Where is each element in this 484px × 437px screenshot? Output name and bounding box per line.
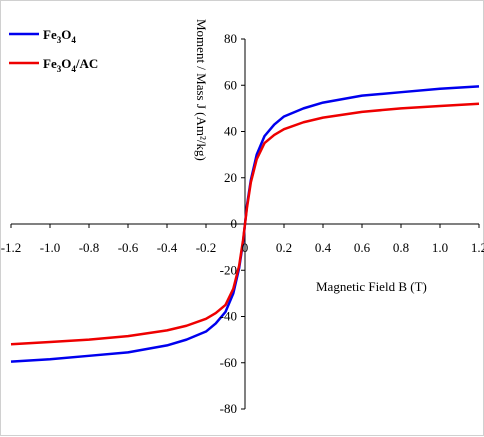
y-tick-label: 20 xyxy=(224,170,237,185)
y-tick-label: -80 xyxy=(220,401,237,416)
series-line-fe3o4-ac xyxy=(10,102,480,346)
y-tick-label: -60 xyxy=(220,355,237,370)
y-axis-label: Moment / Mass J (Am²/kg) xyxy=(194,19,209,161)
legend: Fe3O4 Fe3O4/AC xyxy=(9,27,98,74)
y-tick-label: 40 xyxy=(224,124,237,139)
x-tick-label: 0.4 xyxy=(315,240,332,255)
x-tick-label: -0.6 xyxy=(118,240,139,255)
legend-label-fe3o4: Fe3O4 xyxy=(43,27,76,45)
y-tick-label: 80 xyxy=(224,31,237,46)
tick-labels: -1.2 -1.0 -0.8 -0.6 -0.4 -0.2 0 0.2 0.4 0.6 0.8 1.0… xyxy=(1,31,484,416)
y-tick-label: -20 xyxy=(220,262,237,277)
x-tick-label: 1.0 xyxy=(432,240,448,255)
x-tick-label: 0 xyxy=(242,240,249,255)
x-tick-label: 0.8 xyxy=(393,240,409,255)
y-tick-label: 60 xyxy=(224,77,237,92)
x-tick-label: -1.0 xyxy=(40,240,61,255)
legend-entry-fe3o4: Fe3O4 xyxy=(9,27,76,45)
legend-label-fe3o4-ac: Fe3O4/AC xyxy=(43,56,98,74)
series-layer xyxy=(10,85,480,363)
x-tick-label: -1.2 xyxy=(1,240,21,255)
y-tick-label: -40 xyxy=(220,309,237,324)
x-axis-label: Magnetic Field B (T) xyxy=(316,279,427,294)
x-tick-label: -0.8 xyxy=(79,240,100,255)
x-tick-label: -0.2 xyxy=(196,240,217,255)
x-tick-label: 0.2 xyxy=(276,240,292,255)
legend-entry-fe3o4-ac: Fe3O4/AC xyxy=(9,56,98,74)
x-tick-label: 1.2 xyxy=(471,240,484,255)
y-tick-label: 0 xyxy=(231,216,238,231)
x-tick-label: -0.4 xyxy=(157,240,178,255)
x-tick-label: 0.6 xyxy=(354,240,371,255)
